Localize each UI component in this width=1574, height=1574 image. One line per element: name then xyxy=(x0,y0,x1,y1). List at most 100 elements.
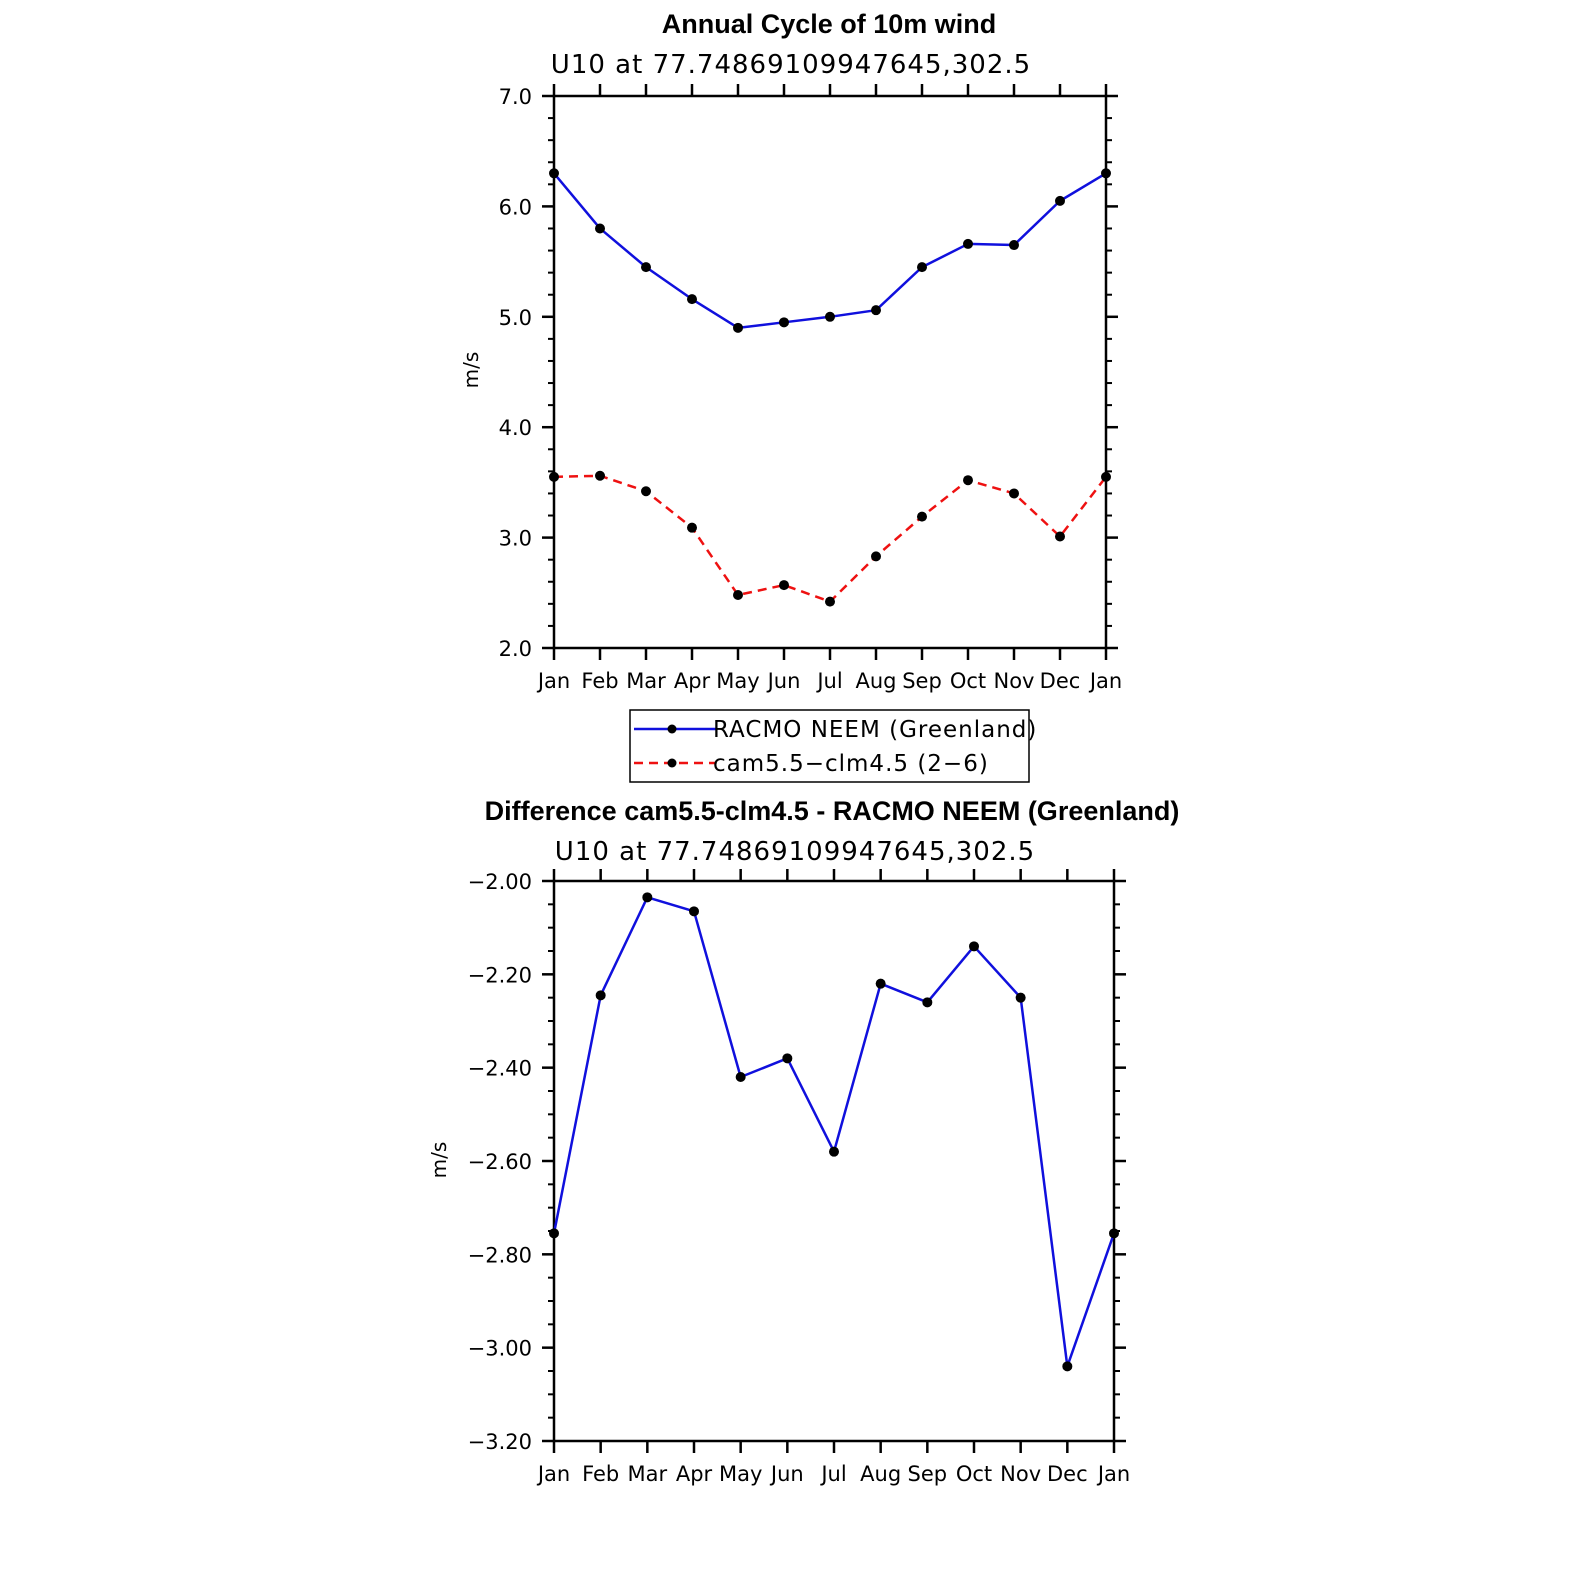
y-tick-label: −2.80 xyxy=(468,1243,532,1267)
y-axis-label: m/s xyxy=(427,1142,451,1179)
data-point-1 xyxy=(871,551,881,562)
data-point-0 xyxy=(875,978,886,989)
y-tick-label: −3.00 xyxy=(468,1337,532,1361)
y-tick-label: 5.0 xyxy=(499,306,532,330)
y-tick-label: 6.0 xyxy=(499,195,532,219)
legend-label-cam: cam5.5−clm4.5 (2−6) xyxy=(713,751,989,777)
x-tick-label: Jan xyxy=(536,669,570,693)
chart-subtitle: U10 at 77.74869109947645,302.5 xyxy=(555,837,1035,867)
difference-chart: Difference cam5.5-clm4.5 - RACMO NEEM (G… xyxy=(427,796,1179,1486)
axes-frame: Jan Feb Mar Apr May Jun Jul Aug Sep Oct Nov Dec Jan2… xyxy=(499,84,1122,693)
x-tick-label: Jan xyxy=(1088,669,1122,693)
x-tick-label: Feb xyxy=(581,669,618,693)
data-point-0 xyxy=(687,294,697,305)
data-point-0 xyxy=(595,990,606,1001)
x-tick-label: Apr xyxy=(676,1462,713,1486)
plot-frame xyxy=(552,879,1116,1443)
y-tick-label: −2.00 xyxy=(468,870,532,894)
data-point-0 xyxy=(871,305,881,316)
data-point-0 xyxy=(549,1228,559,1239)
x-tick-label: Mar xyxy=(628,1462,668,1486)
x-tick-label: Aug xyxy=(855,669,896,693)
data-point-1 xyxy=(595,470,605,481)
data-point-0 xyxy=(1062,1361,1073,1372)
data-point-1 xyxy=(825,596,835,607)
x-tick-label: Apr xyxy=(674,669,711,693)
series-line-1 xyxy=(553,474,1107,603)
data-point-1 xyxy=(917,511,927,522)
legend-marker-cam xyxy=(667,758,677,768)
data-point-0 xyxy=(922,997,933,1008)
data-point-0 xyxy=(642,892,653,903)
chart-subtitle: U10 at 77.74869109947645,302.5 xyxy=(551,50,1031,80)
x-tick-label: Oct xyxy=(956,1462,992,1486)
x-tick-label: Jun xyxy=(766,669,801,693)
chart-title: Annual Cycle of 10m wind xyxy=(662,9,997,39)
legend-label-racmo: RACMO NEEM (Greenland) xyxy=(713,717,1037,743)
y-tick-label: −2.60 xyxy=(468,1150,532,1174)
data-point-1 xyxy=(1009,488,1019,499)
y-tick-label: 7.0 xyxy=(499,85,532,109)
data-point-0 xyxy=(595,223,605,234)
series-line-0 xyxy=(553,172,1107,330)
y-tick-label: 3.0 xyxy=(499,527,532,551)
data-point-1 xyxy=(1055,531,1065,542)
x-tick-label: Dec xyxy=(1047,1462,1088,1486)
y-tick-label: −2.40 xyxy=(468,1057,532,1081)
legend-marker-racmo xyxy=(667,724,677,734)
x-tick-label: Jan xyxy=(1096,1462,1130,1486)
data-point-0 xyxy=(1009,240,1019,251)
x-tick-label: Jun xyxy=(769,1462,804,1486)
series-group xyxy=(549,168,1111,607)
y-tick-label: 4.0 xyxy=(499,416,532,440)
x-tick-label: Feb xyxy=(582,1462,619,1486)
legend-box xyxy=(629,709,1030,783)
data-point-0 xyxy=(825,311,835,322)
data-point-0 xyxy=(782,1053,793,1064)
x-tick-label: Dec xyxy=(1040,669,1081,693)
x-tick-label: Jul xyxy=(819,1462,846,1486)
annual-cycle-chart: Annual Cycle of 10m wind U10 at 77.74869… xyxy=(459,9,1122,693)
x-tick-label: May xyxy=(719,1462,762,1486)
data-point-0 xyxy=(1109,1228,1119,1239)
y-tick-label: 2.0 xyxy=(499,637,532,661)
data-point-1 xyxy=(687,522,697,533)
axes-frame: Jan Feb Mar Apr May Jun Jul Aug Sep Oct Nov Dec Jan−… xyxy=(468,869,1130,1486)
plot-frame xyxy=(552,94,1108,650)
data-point-0 xyxy=(641,262,651,273)
y-tick-label: −3.20 xyxy=(468,1430,532,1454)
data-point-0 xyxy=(779,317,789,328)
x-tick-label: Mar xyxy=(626,669,666,693)
x-tick-label: Nov xyxy=(994,669,1035,693)
data-point-0 xyxy=(969,941,979,952)
data-point-0 xyxy=(917,262,927,273)
series-group xyxy=(549,892,1119,1372)
data-point-1 xyxy=(779,580,789,591)
data-point-1 xyxy=(733,590,743,601)
x-tick-label: Oct xyxy=(950,669,986,693)
x-tick-label: Jan xyxy=(536,1462,570,1486)
data-point-1 xyxy=(641,486,651,497)
chart-title: Difference cam5.5-clm4.5 - RACMO NEEM (G… xyxy=(485,796,1180,826)
y-tick-label: −2.20 xyxy=(468,963,532,987)
data-point-0 xyxy=(689,906,699,917)
data-point-0 xyxy=(735,1072,746,1082)
data-point-1 xyxy=(549,471,559,482)
data-point-0 xyxy=(963,238,973,249)
data-point-0 xyxy=(1055,195,1065,206)
x-tick-label: May xyxy=(716,669,759,693)
series-line-0 xyxy=(552,896,1116,1368)
x-tick-label: Jul xyxy=(815,669,842,693)
data-point-1 xyxy=(1101,471,1111,482)
data-point-1 xyxy=(963,475,973,486)
data-point-0 xyxy=(1101,168,1111,179)
data-point-0 xyxy=(549,168,559,179)
x-tick-label: Sep xyxy=(902,669,942,693)
x-tick-label: Aug xyxy=(860,1462,901,1486)
x-tick-label: Sep xyxy=(908,1462,948,1486)
x-tick-label: Nov xyxy=(1000,1462,1041,1486)
data-point-0 xyxy=(1015,992,1026,1003)
y-axis-label: m/s xyxy=(459,352,483,389)
legend: RACMO NEEM (Greenland) cam5.5−clm4.5 (2−… xyxy=(629,709,1037,783)
